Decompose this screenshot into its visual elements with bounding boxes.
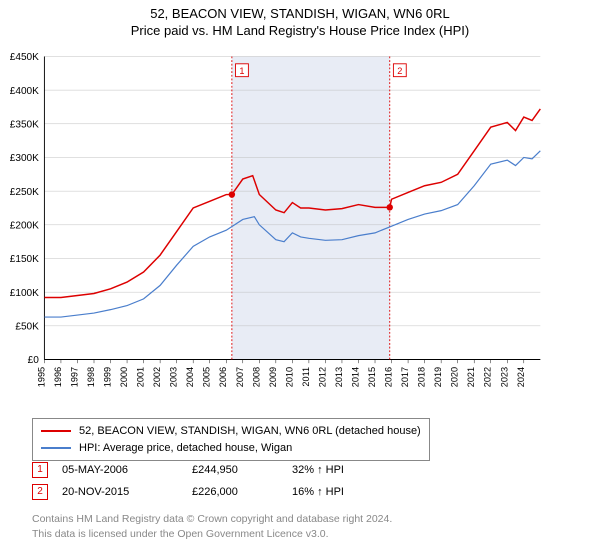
svg-text:2007: 2007: [235, 367, 245, 387]
svg-text:1995: 1995: [36, 367, 46, 387]
svg-text:2: 2: [397, 66, 402, 76]
svg-text:2013: 2013: [334, 367, 344, 387]
sale-price-2: £226,000: [192, 486, 292, 498]
svg-text:£0: £0: [28, 355, 40, 366]
chart-container: 52, BEACON VIEW, STANDISH, WIGAN, WN6 0R…: [0, 0, 600, 560]
legend-label-2: HPI: Average price, detached house, Wiga…: [79, 440, 292, 457]
svg-text:2023: 2023: [499, 367, 509, 387]
svg-text:2000: 2000: [119, 367, 129, 387]
legend-swatch-2: [41, 447, 71, 449]
title-block: 52, BEACON VIEW, STANDISH, WIGAN, WN6 0R…: [0, 0, 600, 38]
svg-text:£350K: £350K: [10, 119, 39, 130]
svg-text:2001: 2001: [136, 367, 146, 387]
footer-text: Contains HM Land Registry data © Crown c…: [32, 512, 392, 541]
line-chart-svg: £0 £50K £100K £150K £200K £250K £300K £350K £400…: [4, 44, 544, 394]
svg-text:1996: 1996: [53, 367, 63, 387]
sale-price-1: £244,950: [192, 464, 292, 476]
svg-text:2017: 2017: [400, 367, 410, 387]
sale-diff-2: 16% ↑ HPI: [292, 486, 392, 498]
sale-row-2: 2 20-NOV-2015 £226,000 16% ↑ HPI: [32, 484, 392, 500]
svg-text:£250K: £250K: [10, 187, 39, 198]
svg-text:£400K: £400K: [10, 86, 39, 97]
sale-marker-2: 2: [32, 484, 48, 500]
svg-text:2006: 2006: [218, 367, 228, 387]
svg-text:£300K: £300K: [10, 153, 39, 164]
title-main: 52, BEACON VIEW, STANDISH, WIGAN, WN6 0R…: [0, 6, 600, 21]
svg-text:2011: 2011: [301, 367, 311, 387]
svg-text:2015: 2015: [367, 367, 377, 387]
sale-rows: 1 05-MAY-2006 £244,950 32% ↑ HPI 2 20-NO…: [32, 462, 392, 506]
svg-text:1997: 1997: [69, 367, 79, 387]
svg-text:£200K: £200K: [10, 220, 39, 231]
svg-text:£100K: £100K: [10, 288, 39, 299]
legend-box: 52, BEACON VIEW, STANDISH, WIGAN, WN6 0R…: [32, 418, 430, 461]
svg-text:£150K: £150K: [10, 254, 39, 265]
svg-text:1998: 1998: [86, 367, 96, 387]
svg-text:2020: 2020: [450, 367, 460, 387]
chart-area: £0 £50K £100K £150K £200K £250K £300K £350K £400…: [4, 44, 544, 394]
svg-text:2008: 2008: [251, 367, 261, 387]
legend-label-1: 52, BEACON VIEW, STANDISH, WIGAN, WN6 0R…: [79, 423, 421, 440]
legend-swatch-1: [41, 430, 71, 432]
svg-text:2010: 2010: [284, 367, 294, 387]
legend-row-1: 52, BEACON VIEW, STANDISH, WIGAN, WN6 0R…: [41, 423, 421, 440]
svg-text:2005: 2005: [202, 367, 212, 387]
svg-text:2002: 2002: [152, 367, 162, 387]
svg-text:2024: 2024: [516, 367, 526, 387]
footer-line-2: This data is licensed under the Open Gov…: [32, 527, 392, 542]
svg-text:2021: 2021: [466, 367, 476, 387]
sale-diff-1: 32% ↑ HPI: [292, 464, 392, 476]
svg-text:2004: 2004: [185, 367, 195, 387]
svg-text:2018: 2018: [417, 367, 427, 387]
svg-text:1999: 1999: [103, 367, 113, 387]
svg-text:2016: 2016: [384, 367, 394, 387]
sale-date-2: 20-NOV-2015: [62, 486, 192, 498]
svg-text:2003: 2003: [169, 367, 179, 387]
sale-date-1: 05-MAY-2006: [62, 464, 192, 476]
svg-text:2014: 2014: [350, 367, 360, 387]
svg-text:1: 1: [239, 66, 244, 76]
svg-text:£450K: £450K: [10, 52, 39, 63]
svg-text:2019: 2019: [433, 367, 443, 387]
footer-line-1: Contains HM Land Registry data © Crown c…: [32, 512, 392, 527]
svg-text:2012: 2012: [317, 367, 327, 387]
svg-text:£50K: £50K: [15, 322, 39, 333]
sale-marker-1: 1: [32, 462, 48, 478]
sale-row-1: 1 05-MAY-2006 £244,950 32% ↑ HPI: [32, 462, 392, 478]
svg-text:2022: 2022: [483, 367, 493, 387]
title-sub: Price paid vs. HM Land Registry's House …: [0, 23, 600, 38]
legend-row-2: HPI: Average price, detached house, Wiga…: [41, 440, 421, 457]
svg-text:2009: 2009: [268, 367, 278, 387]
